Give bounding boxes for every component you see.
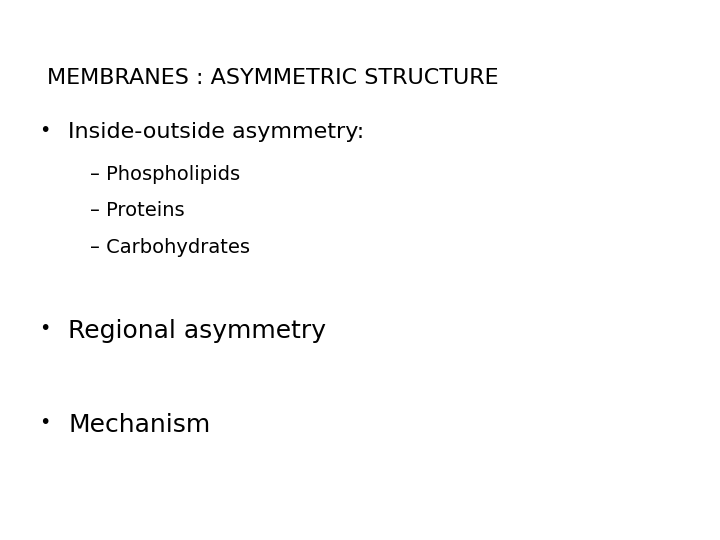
Text: Inside-outside asymmetry:: Inside-outside asymmetry: xyxy=(68,122,364,141)
Text: •: • xyxy=(40,122,51,140)
Text: – Proteins: – Proteins xyxy=(90,201,184,220)
Text: •: • xyxy=(40,413,51,432)
Text: – Phospholipids: – Phospholipids xyxy=(90,165,240,184)
Text: MEMBRANES : ASYMMETRIC STRUCTURE: MEMBRANES : ASYMMETRIC STRUCTURE xyxy=(47,68,498,87)
Text: Regional asymmetry: Regional asymmetry xyxy=(68,319,326,342)
Text: – Carbohydrates: – Carbohydrates xyxy=(90,238,250,257)
Text: Mechanism: Mechanism xyxy=(68,413,211,437)
Text: •: • xyxy=(40,319,51,338)
